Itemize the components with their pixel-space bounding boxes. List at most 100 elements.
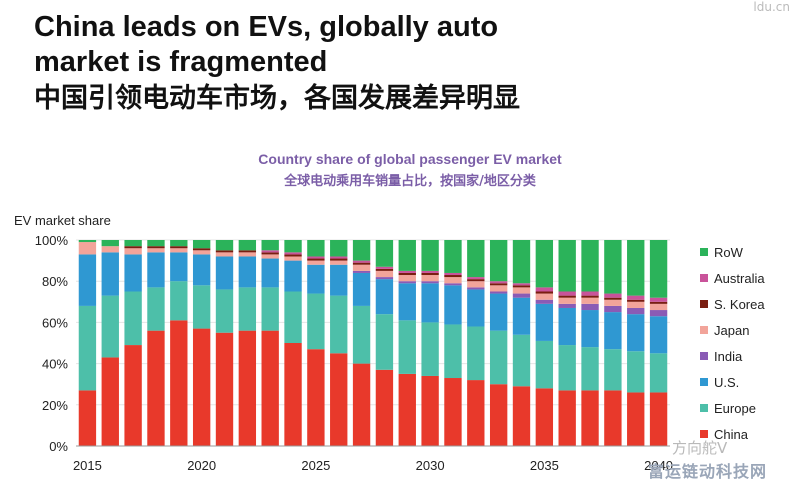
- bar-u-s--2025: [307, 264, 325, 294]
- bar-japan-2019: [170, 248, 188, 253]
- bar-u-s--2034: [512, 297, 531, 335]
- bar-u-s--2032: [467, 289, 485, 327]
- x-tick-label: 2030: [416, 458, 445, 473]
- bar-india-2029: [398, 281, 416, 284]
- bar-europe-2040: [649, 353, 668, 393]
- legend: RoW Australia S. Korea Japan India U.S. Europe…: [700, 245, 765, 442]
- bar-australia-2032: [467, 277, 485, 280]
- bar-india-2037: [581, 303, 599, 311]
- y-tick-label: 40%: [42, 357, 68, 372]
- bar-china-2027: [352, 363, 371, 446]
- bar-row-2028: [375, 240, 394, 267]
- bar-europe-2021: [215, 289, 234, 333]
- bar-s-korea-2023: [261, 252, 279, 255]
- bar-europe-2015: [78, 305, 97, 391]
- bar-china-2022: [238, 330, 257, 446]
- bar-japan-2034: [512, 287, 531, 294]
- watermark-bottom: 富运链动科技网: [648, 462, 768, 481]
- bar-u-s--2015: [78, 254, 97, 306]
- bar-s-korea-2027: [352, 262, 371, 265]
- x-tick-label: 2035: [530, 458, 559, 473]
- bar-row-2038: [604, 240, 622, 294]
- bar-europe-2032: [467, 326, 485, 381]
- bar-china-2033: [489, 384, 508, 446]
- bar-europe-2031: [444, 324, 462, 379]
- bar-u-s--2035: [535, 303, 554, 341]
- bar-u-s--2028: [375, 279, 394, 315]
- bar-row-2026: [330, 240, 348, 257]
- bar-india-2031: [444, 283, 462, 286]
- bar-australia-2037: [581, 291, 599, 296]
- y-tick-label: 0%: [49, 439, 68, 454]
- bar-india-2040: [649, 310, 668, 317]
- bar-s-korea-2035: [535, 291, 554, 294]
- bar-japan-2031: [444, 277, 462, 284]
- bar-europe-2024: [284, 291, 302, 343]
- bar-u-s--2017: [124, 254, 142, 292]
- bar-u-s--2040: [649, 316, 668, 354]
- bar-china-2025: [307, 349, 325, 446]
- chart-subtitle: 全球电动乘用车销量占比，按国家/地区分类: [284, 174, 536, 189]
- legend-swatch: [700, 248, 708, 256]
- bar-australia-2024: [284, 252, 302, 255]
- bar-europe-2020: [192, 285, 211, 329]
- bar-row-2018: [147, 240, 165, 247]
- bar-china-2018: [147, 330, 165, 446]
- legend-label: RoW: [714, 245, 744, 260]
- bar-japan-2025: [307, 260, 325, 265]
- legend-swatch: [700, 326, 708, 334]
- bar-europe-2016: [101, 295, 119, 358]
- bar-u-s--2020: [192, 254, 211, 286]
- y-tick-label: 80%: [42, 274, 68, 289]
- bar-japan-2033: [489, 285, 508, 292]
- bar-row-2034: [512, 240, 531, 284]
- bar-japan-2029: [398, 275, 416, 282]
- legend-swatch: [700, 352, 708, 360]
- bar-u-s--2021: [215, 256, 234, 290]
- bar-australia-2035: [535, 287, 554, 292]
- bar-row-2022: [238, 240, 257, 251]
- x-tick-label: 2025: [301, 458, 330, 473]
- bar-japan-2017: [124, 248, 142, 255]
- bar-europe-2029: [398, 320, 416, 374]
- bar-s-korea-2024: [284, 254, 302, 257]
- bar-row-2024: [284, 240, 302, 253]
- bar-india-2036: [558, 303, 576, 308]
- bar-japan-2032: [467, 281, 485, 288]
- bar-europe-2026: [330, 295, 348, 354]
- bar-s-korea-2020: [192, 248, 211, 251]
- bar-japan-2016: [101, 246, 119, 253]
- bar-europe-2027: [352, 305, 371, 364]
- bar-europe-2028: [375, 314, 394, 370]
- bar-s-korea-2033: [489, 283, 508, 286]
- bar-s-korea-2039: [627, 299, 645, 302]
- legend-swatch: [700, 300, 708, 308]
- bar-u-s--2027: [352, 272, 371, 306]
- bar-row-2019: [170, 240, 188, 247]
- bar-india-2032: [467, 287, 485, 290]
- watermark-logo: 方向舵V: [672, 439, 728, 457]
- bar-s-korea-2021: [215, 250, 234, 253]
- bar-china-2020: [192, 328, 211, 446]
- bar-u-s--2022: [238, 256, 257, 288]
- bar-s-korea-2037: [581, 295, 599, 298]
- bar-row-2035: [535, 240, 554, 288]
- bar-row-2017: [124, 240, 142, 247]
- bar-row-2031: [444, 240, 462, 273]
- y-axis-label: EV market share: [14, 213, 111, 228]
- bar-australia-2023: [261, 250, 279, 253]
- bar-china-2039: [627, 392, 645, 446]
- bar-europe-2036: [558, 345, 576, 391]
- bar-australia-2029: [398, 270, 416, 273]
- legend-swatch: [700, 430, 708, 438]
- legend-swatch: [700, 274, 708, 282]
- bar-china-2016: [101, 357, 119, 446]
- bar-japan-2022: [238, 252, 257, 257]
- chart-title: Country share of global passenger EV mar…: [258, 151, 562, 167]
- bar-europe-2019: [170, 281, 188, 321]
- bar-row-2039: [627, 240, 645, 296]
- bar-s-korea-2031: [444, 275, 462, 278]
- bar-australia-2038: [604, 293, 622, 298]
- bar-row-2020: [192, 240, 211, 249]
